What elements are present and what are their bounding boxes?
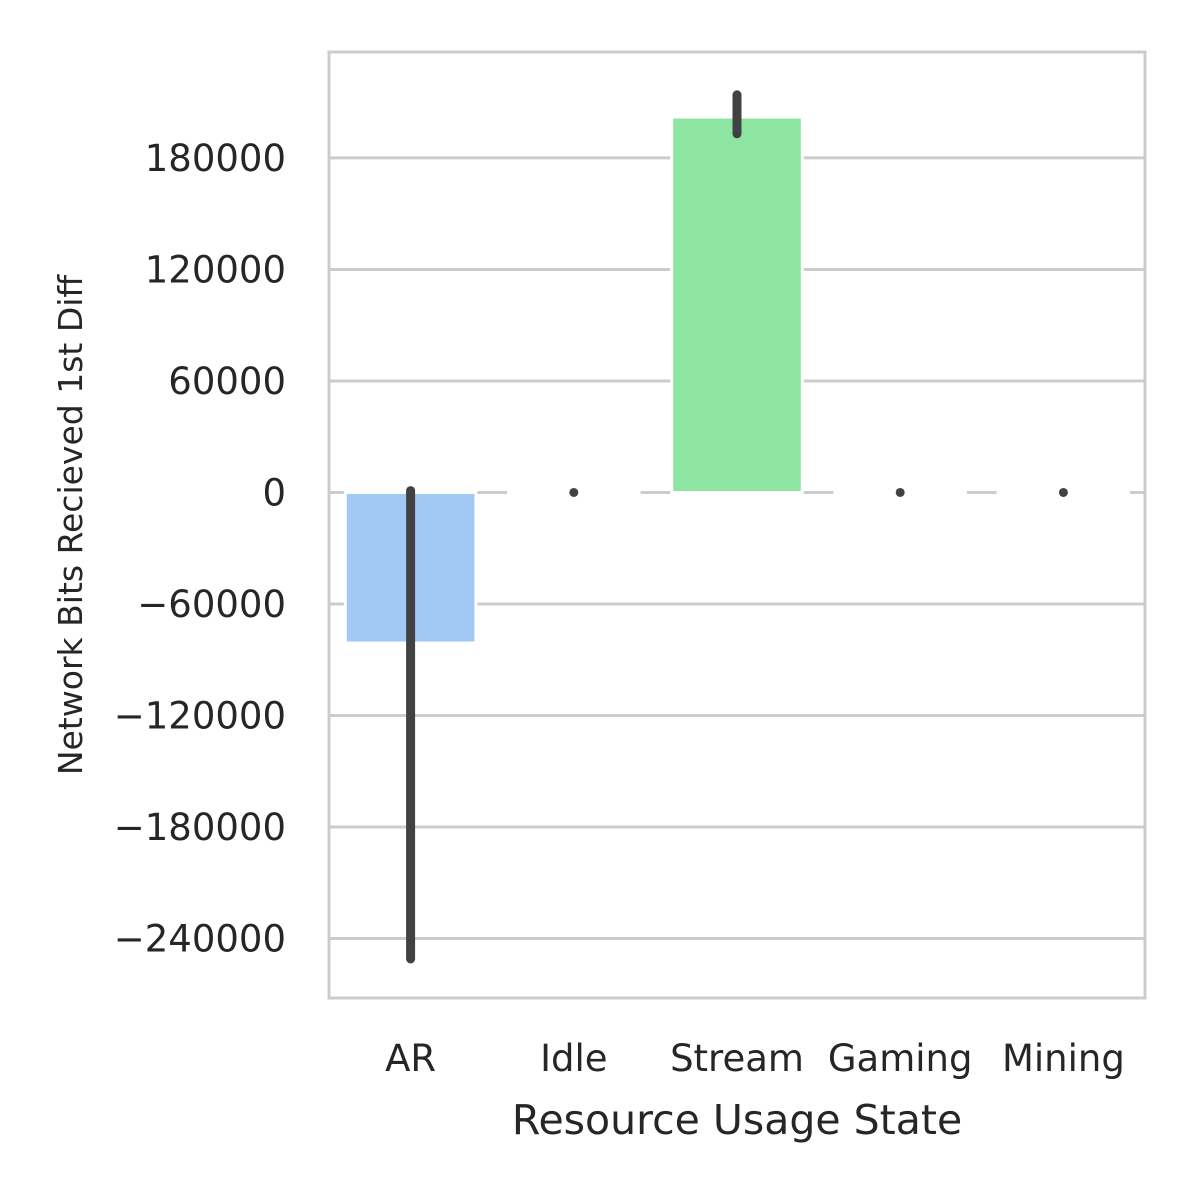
y-tick-label: 180000: [145, 137, 286, 180]
x-tick-label: Mining: [1002, 1037, 1125, 1080]
plot-frame: [327, 50, 1147, 1000]
x-tick-label: AR: [385, 1037, 436, 1080]
x-tick-label: Idle: [540, 1037, 607, 1080]
y-tick-label: −240000: [114, 918, 286, 961]
y-tick-label: −60000: [137, 583, 286, 626]
y-tick-label: 0: [262, 471, 286, 514]
error-bars: [406, 90, 1068, 964]
x-tick-labels: AR Idle Stream Gaming Mining: [385, 1037, 1125, 1080]
x-axis-title: Resource Usage State: [512, 1096, 962, 1144]
y-tick-label: 120000: [145, 248, 286, 291]
bar: [670, 115, 804, 494]
y-tick-label: 60000: [168, 360, 286, 403]
y-tick-label: −180000: [114, 806, 286, 849]
y-axis-title: Network Bits Recieved 1st Diff: [51, 274, 90, 776]
x-tick-label: Stream: [670, 1037, 804, 1080]
x-tick-label: Gaming: [828, 1037, 973, 1080]
y-tick-label: −120000: [114, 695, 286, 738]
y-tick-labels: 180000 120000 60000 0 −60000 −120000 −180000 −2…: [114, 137, 286, 961]
